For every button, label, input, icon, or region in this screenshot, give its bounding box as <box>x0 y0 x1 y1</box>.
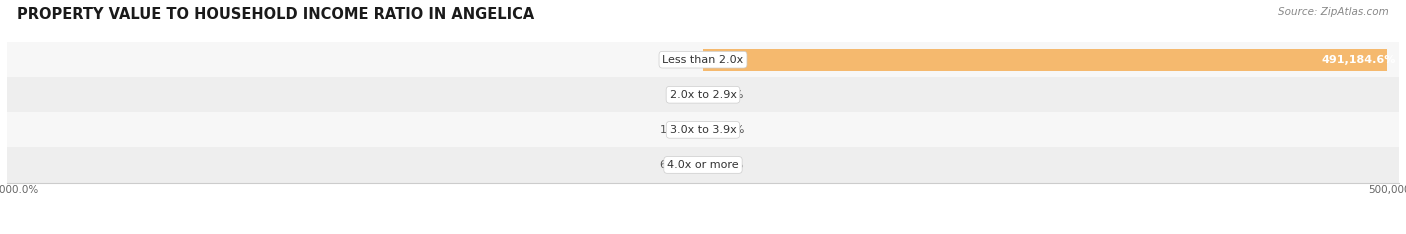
Bar <box>703 49 1386 70</box>
Bar <box>7 77 1399 112</box>
Text: 15.4%: 15.4% <box>709 90 744 100</box>
Text: 17.4%: 17.4% <box>659 55 695 65</box>
Text: 3.0x to 3.9x: 3.0x to 3.9x <box>669 125 737 135</box>
Text: 4.0x or more: 4.0x or more <box>668 160 738 170</box>
Text: 11.5%: 11.5% <box>709 160 744 170</box>
Bar <box>7 112 1399 147</box>
Bar <box>7 147 1399 183</box>
Text: 69.6%: 69.6% <box>659 160 695 170</box>
Text: 0.0%: 0.0% <box>669 90 697 100</box>
Text: 491,184.6%: 491,184.6% <box>1322 55 1396 65</box>
Text: Source: ZipAtlas.com: Source: ZipAtlas.com <box>1278 7 1389 17</box>
Text: 73.1%: 73.1% <box>709 125 744 135</box>
Text: Less than 2.0x: Less than 2.0x <box>662 55 744 65</box>
Text: 2.0x to 2.9x: 2.0x to 2.9x <box>669 90 737 100</box>
Text: 13.0%: 13.0% <box>659 125 695 135</box>
Text: PROPERTY VALUE TO HOUSEHOLD INCOME RATIO IN ANGELICA: PROPERTY VALUE TO HOUSEHOLD INCOME RATIO… <box>17 7 534 22</box>
Bar <box>7 42 1399 77</box>
